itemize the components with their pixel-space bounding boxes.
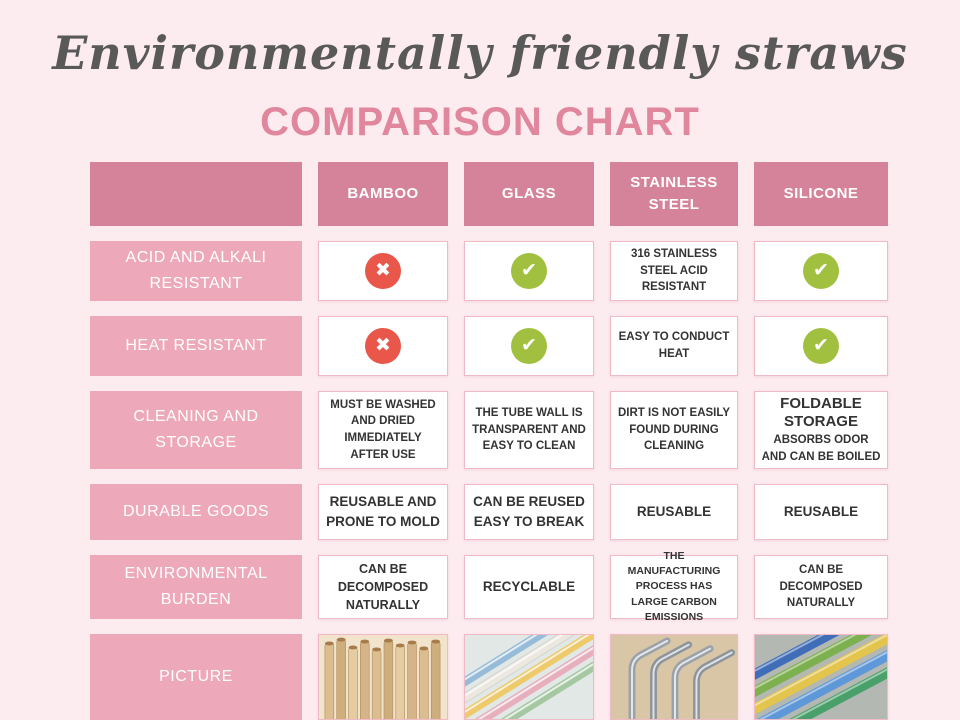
header-cell-bamboo: BAMBOO — [318, 162, 448, 226]
cell-text: REUSABLE — [636, 504, 712, 520]
row-label-picture: PICTURE — [90, 634, 302, 720]
cell-text: RECYCLABLE — [482, 579, 576, 595]
cell-cleaning-silicone: FOLDABLE STORAGE ABSORBS ODOR AND CAN BE… — [754, 391, 888, 469]
row-label-cleaning-storage: CLEANING AND STORAGE — [90, 391, 302, 469]
stainless-steel-straws-image — [611, 635, 737, 719]
cell-text: CAN BE REUSED EASY TO BREAK — [473, 494, 585, 529]
cell-durable-bamboo: REUSABLE AND PRONE TO MOLD — [318, 484, 448, 540]
cell-text: CAN BE DECOMPOSED NATURALLY — [337, 561, 429, 613]
cell-text: ABSORBS ODOR AND CAN BE BOILED — [761, 434, 881, 463]
cell-acid-stainless: 316 STAINLESS STEEL ACID RESISTANT — [610, 241, 738, 301]
picture-cell-bamboo — [318, 634, 448, 720]
cell-heat-stainless: EASY TO CONDUCT HEAT — [610, 316, 738, 376]
cell-text: 316 STAINLESS STEEL ACID RESISTANT — [630, 248, 718, 294]
cell-heat-silicone: ✔ — [754, 316, 888, 376]
cell-text: DIRT IS NOT EASILY FOUND DURING CLEANING — [617, 406, 731, 453]
row-label-heat-resistant: HEAT RESISTANT — [90, 316, 302, 376]
picture-cell-stainless-steel — [610, 634, 738, 720]
header-cell-silicone: SILICONE — [754, 162, 888, 226]
cell-durable-silicone: REUSABLE — [754, 484, 888, 540]
picture-cell-glass — [464, 634, 594, 720]
picture-cell-silicone — [754, 634, 888, 720]
cell-text: EASY TO CONDUCT HEAT — [618, 331, 730, 360]
check-icon: ✔ — [511, 253, 547, 289]
page-title: Environmentally friendly straws — [52, 26, 908, 80]
cell-durable-stainless: REUSABLE — [610, 484, 738, 540]
cell-acid-silicone: ✔ — [754, 241, 888, 301]
header-cell-stainless-steel: STAINLESS STEEL — [610, 162, 738, 226]
cross-icon: ✖ — [365, 328, 401, 364]
cell-text: REUSABLE AND PRONE TO MOLD — [326, 494, 440, 529]
header-corner-cell — [90, 162, 302, 226]
cell-text: CAN BE DECOMPOSED NATURALLY — [779, 563, 863, 610]
cell-cleaning-stainless: DIRT IS NOT EASILY FOUND DURING CLEANING — [610, 391, 738, 469]
cell-cleaning-bamboo: MUST BE WASHED AND DRIED IMMEDIATELY AFT… — [318, 391, 448, 469]
cross-icon: ✖ — [365, 253, 401, 289]
cell-environment-stainless: THE MANUFACTURING PROCESS HAS LARGE CARB… — [610, 550, 738, 623]
cell-text: THE TUBE WALL IS TRANSPARENT AND EASY TO… — [472, 406, 586, 453]
cell-acid-glass: ✔ — [464, 241, 594, 301]
cell-title: FOLDABLE STORAGE — [780, 394, 862, 431]
cell-text: REUSABLE — [783, 504, 859, 520]
check-icon: ✔ — [803, 253, 839, 289]
check-icon: ✔ — [803, 328, 839, 364]
cell-acid-bamboo: ✖ — [318, 241, 448, 301]
cell-environment-silicone: CAN BE DECOMPOSED NATURALLY — [754, 555, 888, 619]
bamboo-straws-image — [319, 635, 447, 719]
comparison-table: BAMBOO GLASS STAINLESS STEEL SILICONE AC… — [90, 162, 888, 720]
cell-text: MUST BE WASHED AND DRIED IMMEDIATELY AFT… — [330, 398, 436, 461]
glass-straws-image — [465, 635, 593, 719]
row-label-environmental-burden: ENVIRONMENTAL BURDEN — [90, 555, 302, 619]
cell-heat-bamboo: ✖ — [318, 316, 448, 376]
row-label-acid-alkali-resistant: ACID AND ALKALI RESISTANT — [90, 241, 302, 301]
page-subtitle: COMPARISON CHART — [260, 100, 700, 144]
cell-environment-glass: RECYCLABLE — [464, 555, 594, 619]
cell-cleaning-glass: THE TUBE WALL IS TRANSPARENT AND EASY TO… — [464, 391, 594, 469]
cell-text: THE MANUFACTURING PROCESS HAS LARGE CARB… — [627, 549, 721, 623]
silicone-straws-image — [755, 635, 887, 719]
cell-environment-bamboo: CAN BE DECOMPOSED NATURALLY — [318, 555, 448, 619]
row-label-durable-goods: DURABLE GOODS — [90, 484, 302, 540]
cell-durable-glass: CAN BE REUSED EASY TO BREAK — [464, 484, 594, 540]
cell-heat-glass: ✔ — [464, 316, 594, 376]
check-icon: ✔ — [511, 328, 547, 364]
header-cell-glass: GLASS — [464, 162, 594, 226]
